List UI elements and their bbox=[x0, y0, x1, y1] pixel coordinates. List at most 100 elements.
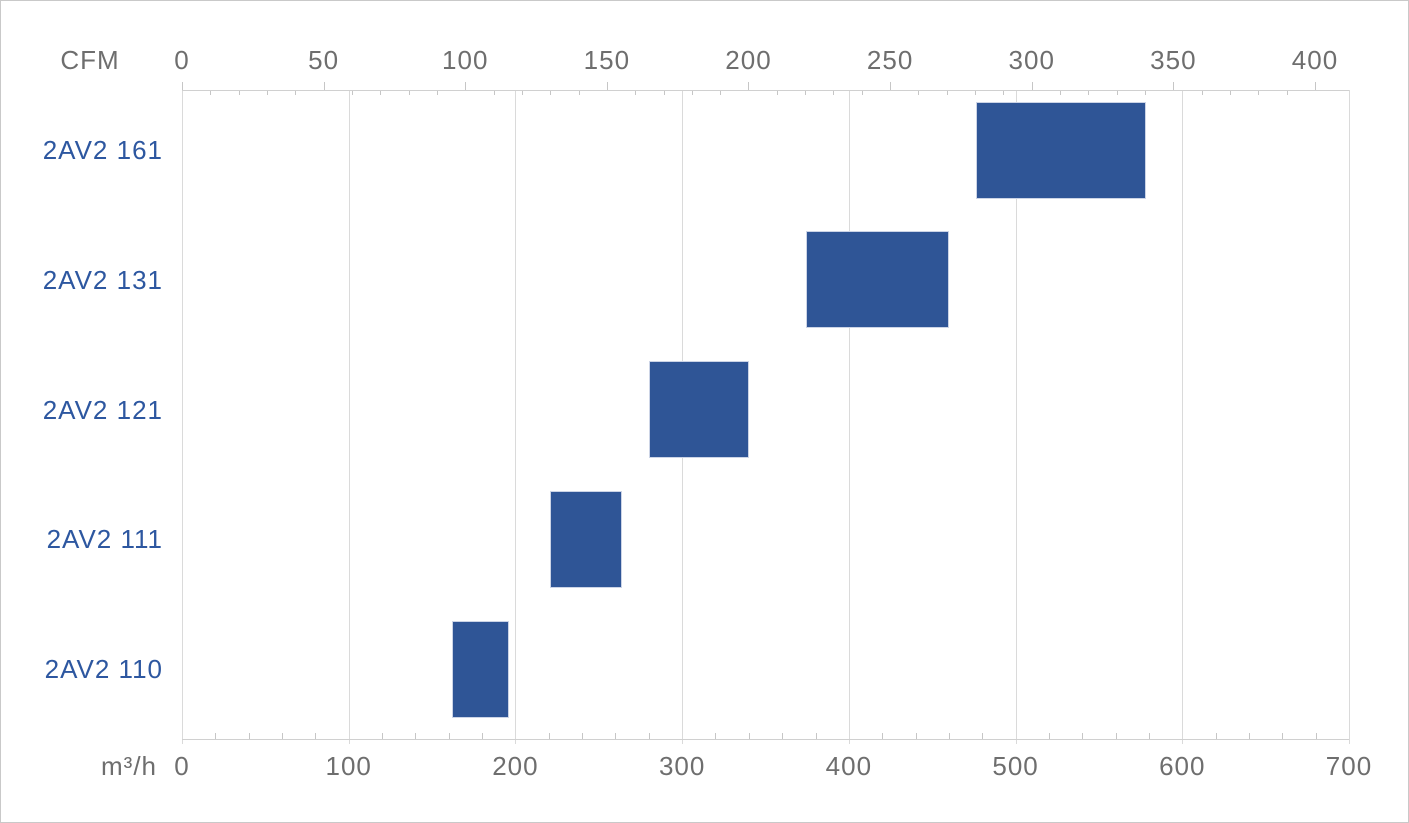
bottom-minor-tick bbox=[1315, 733, 1317, 739]
top-minor-tick bbox=[918, 90, 920, 95]
range-bar-2av2-121 bbox=[648, 361, 749, 459]
gridline-m3h-500 bbox=[1015, 90, 1017, 744]
bottom-minor-tick bbox=[1215, 733, 1217, 739]
top-minor-tick bbox=[776, 90, 778, 95]
top-major-tick-cfm-400 bbox=[1314, 82, 1316, 90]
top-minor-tick bbox=[1116, 90, 1118, 95]
top-tick-label-150: 150 bbox=[583, 45, 631, 75]
gridline-m3h-200 bbox=[515, 90, 517, 744]
category-label-2av2-121: 2AV2 121 bbox=[42, 394, 163, 425]
top-tick-label-250: 250 bbox=[866, 45, 914, 75]
top-tick-label-300: 300 bbox=[1008, 45, 1055, 75]
gridline-m3h-100 bbox=[348, 90, 350, 744]
bottom-minor-tick bbox=[1248, 733, 1250, 739]
bottom-minor-tick bbox=[382, 733, 384, 739]
top-minor-tick bbox=[295, 90, 297, 95]
bottom-minor-tick bbox=[282, 733, 284, 739]
top-minor-tick bbox=[635, 90, 637, 95]
bottom-minor-tick bbox=[1048, 733, 1050, 739]
top-tick-label-350: 350 bbox=[1150, 45, 1197, 75]
top-major-tick-cfm-200 bbox=[748, 82, 750, 90]
top-minor-tick bbox=[550, 90, 552, 95]
gridline-m3h-400 bbox=[848, 90, 850, 744]
bottom-minor-tick bbox=[448, 733, 450, 739]
top-minor-tick bbox=[1060, 90, 1062, 95]
top-minor-tick bbox=[493, 90, 495, 95]
gridline-m3h-600 bbox=[1182, 90, 1184, 744]
range-bar-2av2-110 bbox=[452, 620, 509, 718]
bottom-minor-tick bbox=[248, 733, 250, 739]
bottom-tick-label-200: 200 bbox=[492, 751, 539, 781]
top-minor-tick bbox=[975, 90, 977, 95]
top-tick-label-100: 100 bbox=[442, 45, 489, 75]
bottom-minor-tick bbox=[615, 733, 617, 739]
bottom-minor-tick bbox=[215, 733, 217, 739]
bottom-minor-tick bbox=[648, 733, 650, 739]
bottom-minor-tick bbox=[1082, 733, 1084, 739]
top-tick-label-50: 50 bbox=[308, 45, 340, 75]
bottom-minor-tick bbox=[982, 733, 984, 739]
top-major-tick-cfm-100 bbox=[465, 82, 467, 90]
bottom-minor-tick bbox=[748, 733, 750, 739]
top-major-tick-cfm-0 bbox=[182, 82, 183, 90]
top-minor-tick bbox=[1258, 90, 1260, 95]
category-label-2av2-111: 2AV2 111 bbox=[46, 524, 163, 555]
range-bar-2av2-131 bbox=[805, 231, 949, 329]
top-minor-tick bbox=[1286, 90, 1288, 95]
bottom-minor-tick bbox=[948, 733, 950, 739]
bottom-tick-label-600: 600 bbox=[1159, 751, 1206, 781]
top-minor-tick bbox=[1201, 90, 1203, 95]
top-major-tick-cfm-50 bbox=[323, 82, 325, 90]
top-minor-tick bbox=[1003, 90, 1005, 95]
top-minor-tick bbox=[210, 90, 212, 95]
bottom-tick-label-500: 500 bbox=[992, 751, 1039, 781]
bottom-minor-tick bbox=[582, 733, 584, 739]
top-axis-line bbox=[182, 90, 1349, 91]
top-minor-tick bbox=[663, 90, 665, 95]
bottom-tick-label-300: 300 bbox=[658, 751, 706, 781]
top-minor-tick bbox=[351, 90, 353, 95]
bottom-tick-label-100: 100 bbox=[325, 751, 372, 781]
bottom-minor-tick bbox=[315, 733, 317, 739]
top-minor-tick bbox=[833, 90, 835, 95]
top-tick-label-400: 400 bbox=[1291, 45, 1339, 75]
category-label-2av2-131: 2AV2 131 bbox=[42, 264, 163, 295]
bottom-minor-tick bbox=[882, 733, 884, 739]
top-major-tick-cfm-150 bbox=[606, 82, 608, 90]
top-minor-tick bbox=[946, 90, 948, 95]
top-minor-tick bbox=[1145, 90, 1147, 95]
bottom-minor-tick bbox=[548, 733, 550, 739]
gridline-m3h-0 bbox=[182, 90, 183, 744]
bottom-minor-tick bbox=[915, 733, 917, 739]
top-minor-tick bbox=[408, 90, 410, 95]
bottom-minor-tick bbox=[482, 733, 484, 739]
top-minor-tick bbox=[861, 90, 863, 95]
bottom-minor-tick bbox=[1148, 733, 1150, 739]
top-minor-tick bbox=[691, 90, 693, 95]
category-label-2av2-161: 2AV2 161 bbox=[42, 135, 163, 165]
gridline-m3h-700 bbox=[1349, 90, 1350, 744]
top-minor-tick bbox=[805, 90, 807, 95]
bottom-minor-tick bbox=[1115, 733, 1117, 739]
top-minor-tick bbox=[720, 90, 722, 95]
bottom-axis-line bbox=[182, 739, 1349, 740]
top-minor-tick bbox=[521, 90, 523, 95]
bottom-minor-tick bbox=[782, 733, 784, 739]
top-major-tick-cfm-250 bbox=[890, 82, 892, 90]
bottom-minor-tick bbox=[415, 733, 417, 739]
top-axis-unit-label: CFM bbox=[60, 45, 120, 75]
range-bar-2av2-161 bbox=[975, 101, 1146, 199]
bottom-minor-tick bbox=[815, 733, 817, 739]
top-minor-tick bbox=[1230, 90, 1232, 95]
bottom-minor-tick bbox=[1282, 733, 1284, 739]
bottom-tick-label-0: 0 bbox=[174, 751, 190, 781]
top-minor-tick bbox=[1088, 90, 1090, 95]
top-minor-tick bbox=[380, 90, 382, 95]
bottom-axis-unit-label: m³/h bbox=[101, 751, 157, 781]
top-minor-tick bbox=[238, 90, 240, 95]
top-minor-tick bbox=[266, 90, 268, 95]
category-label-2av2-110: 2AV2 110 bbox=[44, 654, 163, 685]
top-major-tick-cfm-350 bbox=[1173, 82, 1175, 90]
range-bar-2av2-111 bbox=[550, 490, 623, 588]
